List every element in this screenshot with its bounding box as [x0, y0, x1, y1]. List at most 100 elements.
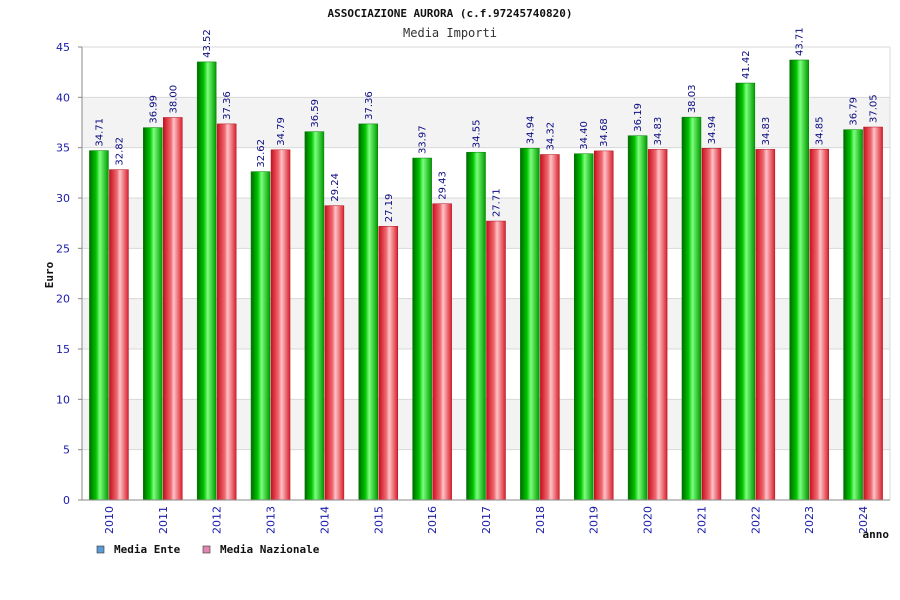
plot-band: [82, 97, 890, 148]
plot-band: [82, 399, 890, 450]
x-tick-label: 2010: [103, 506, 116, 534]
bars: [89, 59, 883, 501]
bar-media-ente: [789, 59, 809, 501]
x-tick-label: 2014: [318, 506, 331, 534]
x-tick-label: 2017: [480, 506, 493, 534]
x-tick-label: 2018: [534, 506, 547, 534]
chart-subtitle: Media Importi: [403, 26, 497, 40]
bar-media-nazionale: [593, 150, 614, 501]
bar-media-ente: [143, 127, 163, 501]
data-label: 32.82: [114, 137, 125, 166]
data-label: 29.24: [330, 173, 341, 202]
data-label: 36.19: [633, 103, 644, 132]
x-tick-label: 2019: [588, 506, 601, 534]
plot-band: [82, 47, 890, 98]
x-tick-label: 2015: [372, 506, 385, 534]
data-label: 34.71: [94, 118, 105, 147]
bar-media-ente: [89, 150, 109, 501]
bar-media-ente: [735, 82, 756, 501]
data-label: 34.32: [545, 122, 556, 151]
y-tick-label: 45: [56, 41, 70, 54]
legend-swatch-media-nazionale: [202, 545, 211, 554]
y-tick-label: 25: [56, 242, 70, 255]
data-label: 34.85: [815, 117, 826, 146]
data-label: 27.71: [492, 188, 503, 217]
data-label: 34.94: [525, 116, 536, 145]
bar-media-ente: [843, 129, 863, 501]
data-label: 36.79: [849, 97, 860, 126]
data-label: 37.36: [364, 91, 375, 120]
bar-media-ente: [520, 148, 540, 501]
x-tick-label: 2012: [211, 506, 224, 534]
x-tick-label: 2020: [642, 506, 655, 534]
legend-swatch-media-ente: [96, 545, 105, 554]
data-label: 34.83: [653, 117, 664, 146]
x-tick-label: 2016: [426, 506, 439, 534]
bar-media-ente: [358, 123, 379, 501]
data-label: 41.42: [741, 50, 752, 79]
bar-media-nazionale: [378, 226, 399, 501]
bar-media-nazionale: [540, 154, 560, 501]
data-label: 34.94: [707, 116, 718, 145]
data-label: 33.97: [418, 125, 429, 154]
y-tick-label: 20: [56, 293, 70, 306]
bar-media-ente: [250, 171, 271, 501]
plot-band: [82, 248, 890, 299]
data-label: 43.71: [795, 27, 806, 56]
data-label: 27.19: [384, 194, 395, 223]
y-axis-ticks: 0 5 10 15 20 25 30 35 40 45: [56, 41, 82, 507]
plot-band: [82, 198, 890, 249]
plot-band: [82, 349, 890, 400]
bar-media-ente: [412, 157, 432, 501]
data-label: 36.59: [310, 99, 321, 128]
bar-media-nazionale: [755, 149, 776, 501]
x-tick-label: 2021: [695, 506, 708, 534]
x-axis-label: anno: [863, 528, 890, 541]
y-tick-label: 5: [63, 444, 70, 457]
data-label: 32.62: [256, 139, 267, 168]
y-tick-label: 35: [56, 142, 70, 155]
data-label: 34.83: [761, 117, 772, 146]
bar-media-nazionale: [163, 117, 183, 501]
y-axis-label: Euro: [43, 261, 56, 288]
bar-media-ente: [573, 153, 594, 501]
data-label: 34.79: [276, 117, 287, 146]
legend-label-media-nazionale: Media Nazionale: [220, 543, 320, 556]
value-labels: 34.71 32.82 36.99 38.00 43.52 37.36 32.62 34.79…: [94, 27, 879, 222]
bar-media-ente: [466, 151, 486, 501]
bar-media-nazionale: [324, 205, 345, 501]
x-tick-label: 2023: [803, 506, 816, 534]
bar-media-ente: [681, 116, 702, 501]
x-tick-label: 2022: [749, 506, 762, 534]
chart-title: ASSOCIAZIONE AURORA (c.f.97245740820): [327, 7, 572, 20]
bar-media-ente: [627, 135, 648, 501]
data-label: 34.68: [599, 118, 610, 147]
data-label: 43.52: [202, 29, 213, 58]
plot-band: [82, 298, 890, 349]
bar-media-nazionale: [109, 169, 129, 501]
y-tick-label: 0: [63, 494, 70, 507]
data-label: 37.05: [869, 94, 880, 123]
bar-media-ente: [196, 61, 217, 501]
legend-label-media-ente: Media Ente: [114, 543, 181, 556]
plot-band: [82, 449, 890, 500]
bar-media-nazionale: [701, 148, 722, 501]
plot-band: [82, 147, 890, 198]
bar-media-nazionale: [216, 123, 237, 501]
data-label: 37.36: [222, 91, 233, 120]
legend: Media Ente Media Nazionale: [96, 543, 320, 556]
y-tick-label: 30: [56, 192, 70, 205]
bar-media-nazionale: [486, 220, 506, 501]
y-tick-label: 15: [56, 343, 70, 356]
y-tick-label: 10: [56, 393, 70, 406]
gridlines: [82, 46, 891, 501]
data-label: 38.03: [687, 85, 698, 114]
data-label: 29.43: [438, 171, 449, 200]
x-tick-label: 2013: [265, 506, 278, 534]
data-label: 38.00: [168, 85, 179, 114]
data-label: 34.55: [472, 120, 483, 149]
data-label: 34.40: [579, 121, 590, 150]
bar-media-ente: [304, 131, 325, 501]
bar-media-nazionale: [432, 203, 452, 501]
